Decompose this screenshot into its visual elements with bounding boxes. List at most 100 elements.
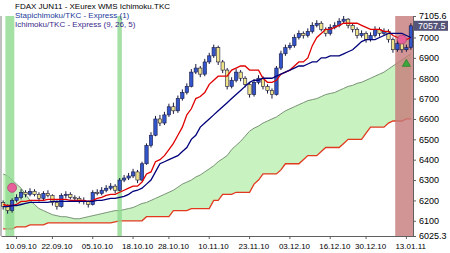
- cloud-top-line: [3, 54, 411, 219]
- candle-body: [252, 82, 255, 94]
- indicator-label: Stapichimoku/TKC - Express (1): [15, 11, 130, 20]
- x-tick-label: 05.10.10: [82, 242, 114, 251]
- candle-body: [69, 194, 72, 197]
- x-tick-label: 18.10.10: [122, 242, 154, 251]
- candle-body: [15, 197, 18, 200]
- candle-body: [158, 119, 161, 123]
- candle-body: [351, 25, 354, 29]
- y-axis: 6025.36100620063006400650066006700680069…: [413, 11, 447, 241]
- candle-body: [149, 135, 152, 145]
- y-tick-label: 6025.3: [419, 231, 447, 241]
- y-tick-label: 6600: [419, 114, 439, 124]
- plot-area: [1, 16, 413, 236]
- candle-body: [185, 86, 188, 92]
- x-axis-line: [2, 236, 414, 237]
- candle-body: [163, 115, 166, 123]
- x-axis: 10.09.1022.09.1005.10.1018.10.1028.10.10…: [2, 236, 427, 251]
- x-tick-label: 30.12.10: [355, 242, 387, 251]
- candle-body: [225, 70, 228, 86]
- candle-body: [405, 48, 408, 50]
- candle-body: [190, 72, 193, 86]
- last-price-box: [414, 21, 448, 31]
- x-tick-label: 22.09.10: [41, 242, 73, 251]
- y-tick-mark: [413, 38, 416, 39]
- candle-body: [302, 33, 305, 35]
- x-tick-mark: [330, 236, 331, 239]
- y-tick: 6800: [413, 74, 439, 84]
- candles: [1, 16, 412, 214]
- candle-body: [33, 191, 36, 194]
- candle-body: [346, 19, 349, 25]
- candle-body: [396, 44, 399, 50]
- x-tick-mark: [52, 236, 53, 239]
- y-tick-label: 6400: [419, 155, 439, 165]
- last-price-label: 7057.5: [418, 21, 446, 31]
- signal-band: [117, 16, 121, 236]
- x-tick-mark: [133, 236, 134, 239]
- x-tick: 28.10.10: [158, 236, 190, 251]
- candle-body: [391, 40, 394, 50]
- chart-svg: 6025.36100620063006400650066006700680069…: [0, 0, 450, 253]
- x-tick: 05.10.10: [82, 236, 114, 251]
- x-tick-mark: [366, 236, 367, 239]
- y-tick-mark: [413, 16, 416, 17]
- y-tick-label: 6200: [419, 196, 439, 206]
- y-tick-mark: [413, 139, 416, 140]
- y-tick-mark: [413, 78, 416, 79]
- y-tick: 6300: [413, 175, 439, 185]
- y-tick-mark: [413, 221, 416, 222]
- candle-body: [46, 193, 49, 195]
- candle-body: [279, 54, 282, 68]
- candle-body: [140, 164, 143, 180]
- candle-body: [221, 62, 224, 70]
- y-tick-label: 6300: [419, 175, 439, 185]
- signal-band: [395, 16, 413, 236]
- x-tick-mark: [406, 236, 407, 239]
- x-tick-mark: [289, 236, 290, 239]
- candle-body: [230, 80, 233, 86]
- candle-body: [360, 33, 363, 35]
- candle-body: [19, 192, 22, 197]
- candle-body: [293, 38, 296, 46]
- y-tick: 6100: [413, 216, 439, 226]
- candle-body: [172, 107, 175, 111]
- candle-body: [288, 46, 291, 48]
- candle-body: [176, 99, 179, 111]
- candle-body: [270, 90, 273, 94]
- x-tick-mark: [209, 236, 210, 239]
- candle-body: [194, 68, 197, 72]
- candle-body: [217, 48, 220, 62]
- x-tick: 13.01.11: [395, 236, 426, 251]
- candle-body: [355, 29, 358, 35]
- candle-body: [243, 78, 246, 84]
- y-axis-line: [413, 17, 414, 237]
- x-tick: 18.10.10: [122, 236, 154, 251]
- candle-body: [306, 31, 309, 35]
- candle-body: [320, 23, 323, 29]
- candle-body: [311, 25, 314, 31]
- x-tick-label: 16.12.10: [319, 242, 351, 251]
- candle-body: [136, 172, 139, 180]
- x-tick: 22.09.10: [41, 236, 73, 251]
- candle-body: [208, 56, 211, 62]
- candle-body: [154, 119, 157, 135]
- candle-body: [203, 62, 206, 74]
- x-tick-mark: [92, 236, 93, 239]
- candle-body: [64, 194, 67, 195]
- candle-body: [284, 48, 287, 54]
- candle-body: [100, 190, 103, 193]
- signal-band: [5, 16, 14, 236]
- y-tick-mark: [413, 58, 416, 59]
- candle-body: [400, 44, 403, 50]
- y-tick-label: 6500: [419, 135, 439, 145]
- y-tick-label: 6100: [419, 216, 439, 226]
- chart-container: 6025.36100620063006400650066006700680069…: [0, 0, 450, 253]
- candle-body: [55, 202, 58, 206]
- x-tick: 03.12.10: [279, 236, 311, 251]
- candle-body: [131, 172, 134, 176]
- x-tick-mark: [168, 236, 169, 239]
- y-tick: 6900: [413, 53, 439, 63]
- candle-body: [248, 84, 251, 94]
- x-tick-label: 13.01.11: [395, 242, 426, 251]
- candle-body: [73, 197, 76, 198]
